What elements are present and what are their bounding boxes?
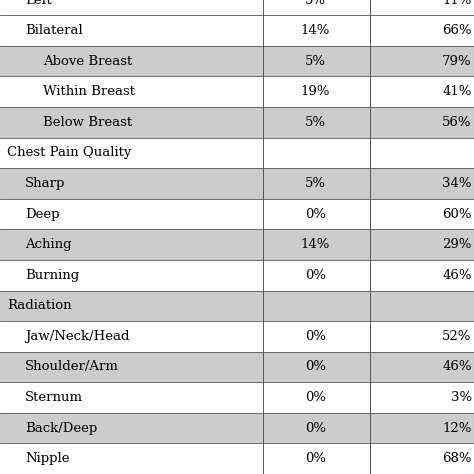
- Text: 14%: 14%: [301, 238, 330, 251]
- Text: 66%: 66%: [442, 24, 472, 37]
- Bar: [0, 260, 474, 291]
- Bar: [0, 76, 474, 107]
- Text: 11%: 11%: [442, 0, 472, 7]
- Text: 0%: 0%: [305, 269, 326, 282]
- Bar: [0, 382, 474, 413]
- Text: 12%: 12%: [442, 422, 472, 435]
- Bar: [0, 46, 474, 76]
- Text: 68%: 68%: [442, 452, 472, 465]
- Bar: [0, 137, 474, 168]
- Text: 5%: 5%: [305, 177, 326, 190]
- Text: Deep: Deep: [25, 208, 60, 220]
- Bar: [0, 352, 474, 382]
- Text: Aching: Aching: [25, 238, 72, 251]
- Bar: [0, 199, 474, 229]
- Text: 0%: 0%: [305, 208, 326, 220]
- Bar: [0, 443, 474, 474]
- Text: 46%: 46%: [442, 269, 472, 282]
- Text: 29%: 29%: [442, 238, 472, 251]
- Text: Left: Left: [25, 0, 52, 7]
- Text: Burning: Burning: [25, 269, 79, 282]
- Bar: [0, 15, 474, 46]
- Text: 52%: 52%: [442, 330, 472, 343]
- Text: 34%: 34%: [442, 177, 472, 190]
- Text: 19%: 19%: [301, 85, 330, 98]
- Text: 3%: 3%: [450, 391, 472, 404]
- Text: 0%: 0%: [305, 422, 326, 435]
- Text: Below Breast: Below Breast: [43, 116, 132, 129]
- Text: 0%: 0%: [305, 452, 326, 465]
- Text: 5%: 5%: [305, 55, 326, 68]
- Bar: [0, 321, 474, 352]
- Bar: [0, 0, 474, 15]
- Text: 0%: 0%: [305, 391, 326, 404]
- Text: 14%: 14%: [301, 24, 330, 37]
- Text: 5%: 5%: [305, 0, 326, 7]
- Text: 0%: 0%: [305, 330, 326, 343]
- Text: 0%: 0%: [305, 360, 326, 374]
- Text: 79%: 79%: [442, 55, 472, 68]
- Text: Chest Pain Quality: Chest Pain Quality: [7, 146, 131, 159]
- Text: Bilateral: Bilateral: [25, 24, 83, 37]
- Text: 56%: 56%: [442, 116, 472, 129]
- Text: Sharp: Sharp: [25, 177, 65, 190]
- Bar: [0, 291, 474, 321]
- Text: 46%: 46%: [442, 360, 472, 374]
- Text: 5%: 5%: [305, 116, 326, 129]
- Text: Sternum: Sternum: [25, 391, 83, 404]
- Bar: [0, 107, 474, 137]
- Bar: [0, 229, 474, 260]
- Bar: [0, 168, 474, 199]
- Text: 60%: 60%: [442, 208, 472, 220]
- Bar: [0, 413, 474, 443]
- Text: Back/Deep: Back/Deep: [25, 422, 97, 435]
- Text: Radiation: Radiation: [7, 299, 72, 312]
- Text: Above Breast: Above Breast: [43, 55, 132, 68]
- Text: Nipple: Nipple: [25, 452, 70, 465]
- Text: 41%: 41%: [442, 85, 472, 98]
- Text: Shoulder/Arm: Shoulder/Arm: [25, 360, 119, 374]
- Text: Within Breast: Within Breast: [43, 85, 135, 98]
- Text: Jaw/Neck/Head: Jaw/Neck/Head: [25, 330, 129, 343]
